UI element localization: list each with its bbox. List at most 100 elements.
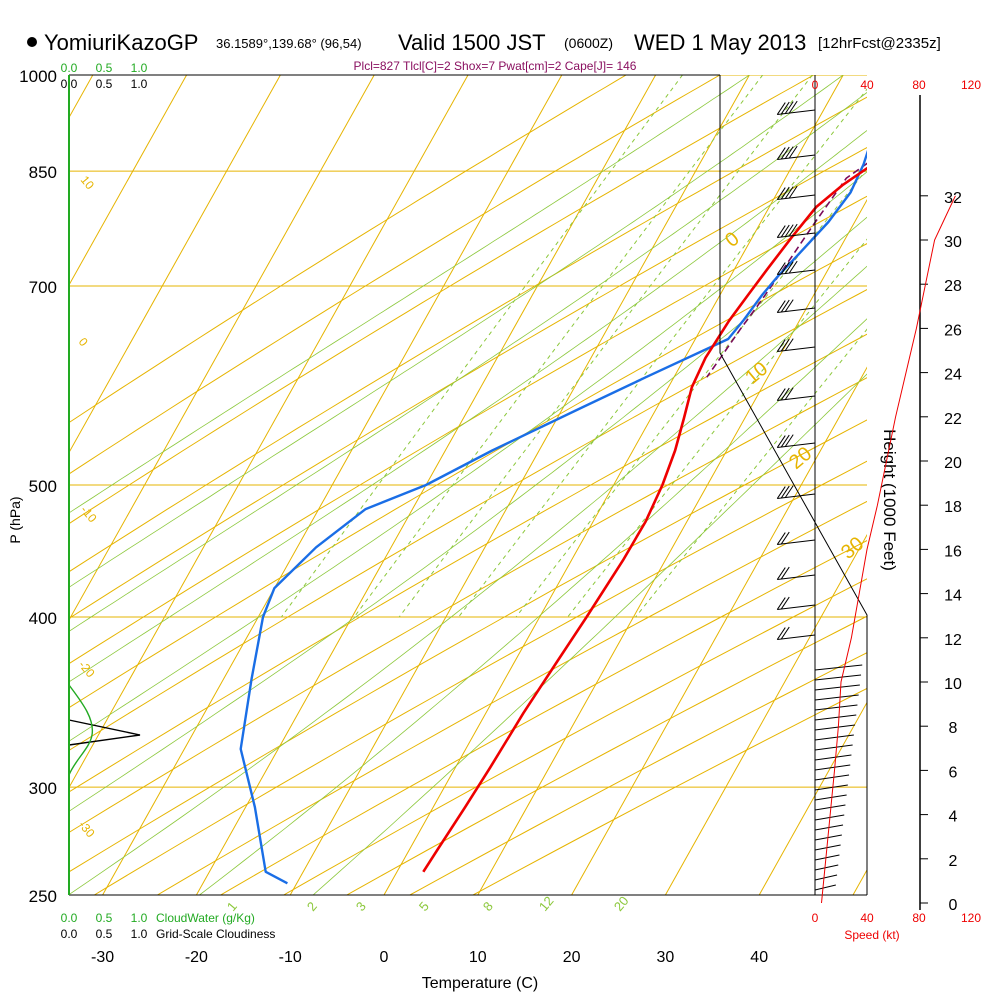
speed-tick-label-top: 40 bbox=[860, 78, 874, 92]
plot-boundary bbox=[719, 75, 868, 895]
wind-barb bbox=[776, 223, 816, 239]
moist-adiabat-line bbox=[69, 75, 750, 514]
wind-barb bbox=[776, 299, 816, 314]
wind-barb bbox=[776, 626, 816, 641]
moist-adiabat-line bbox=[199, 318, 867, 895]
y-axis-title: P (hPa) bbox=[7, 496, 23, 543]
mixing-ratio-label: 5 bbox=[416, 899, 432, 914]
temperature-tick-label: -10 bbox=[279, 949, 302, 966]
height-tick-label: 6 bbox=[949, 764, 958, 781]
height-tick-label: 22 bbox=[944, 411, 962, 428]
wind-barb bbox=[776, 531, 816, 546]
pressure-tick-label: 500 bbox=[29, 477, 57, 496]
dry-adiabat-line bbox=[408, 652, 867, 895]
station-name: YomiuriKazoGP bbox=[44, 30, 198, 55]
cloud-water-tick-top: 0.0 bbox=[61, 61, 78, 75]
height-axis-title: Height (1000 Feet) bbox=[880, 429, 899, 571]
cloudiness-label: Grid-Scale Cloudiness bbox=[156, 927, 275, 941]
station-coords: 36.1589°,139.68° (96,54) bbox=[216, 36, 362, 51]
moist-adiabat-line bbox=[69, 216, 867, 812]
speed-tick-label-top: 120 bbox=[961, 78, 981, 92]
cloud-water-tick-bottom: 0.5 bbox=[96, 911, 113, 925]
x-axis-title: Temperature (C) bbox=[422, 975, 538, 992]
dry-adiabat-line bbox=[282, 578, 867, 895]
speed-tick-label-bottom: 80 bbox=[912, 911, 926, 925]
temperature-trace bbox=[422, 166, 867, 873]
title-bullet-icon bbox=[27, 37, 37, 47]
cloud-water-label: CloudWater (g/Kg) bbox=[156, 911, 255, 925]
valid-date: WED 1 May 2013 bbox=[634, 30, 806, 55]
cloud-water-tick-top: 1.0 bbox=[131, 61, 148, 75]
dry-adiabat-line bbox=[156, 500, 867, 895]
cloud-water-tick-top: 0.5 bbox=[96, 61, 113, 75]
forecast-info: [12hrFcst@2335z] bbox=[818, 35, 941, 52]
pressure-tick-label: 700 bbox=[29, 278, 57, 297]
wind-barb bbox=[776, 145, 816, 161]
mixing-ratio-label: 3 bbox=[353, 899, 369, 914]
height-tick-label: 14 bbox=[944, 588, 962, 605]
surface-dewpoint-dot bbox=[902, 77, 910, 85]
temperature-tick-label: -30 bbox=[91, 949, 114, 966]
dewpoint-trace bbox=[239, 149, 867, 885]
mixing-ratio-label: 2 bbox=[304, 899, 320, 914]
dry-adiabat-line bbox=[69, 289, 867, 751]
cloud-water-trace bbox=[68, 684, 94, 776]
stability-indices: Plcl=827 Tlcl[C]=2 Shox=7 Pwat[cm]=2 Cap… bbox=[354, 59, 637, 73]
pressure-tick-label: 850 bbox=[29, 163, 57, 182]
wind-barb bbox=[776, 596, 816, 611]
wind-barb bbox=[776, 100, 816, 116]
mixing-ratio-line bbox=[458, 88, 867, 618]
height-tick-label: 10 bbox=[944, 676, 962, 693]
height-tick-label: 28 bbox=[944, 278, 962, 295]
wind-barb bbox=[776, 338, 816, 353]
cloudiness-trace bbox=[68, 719, 141, 746]
zulu-time: (0600Z) bbox=[564, 35, 613, 51]
moist-adiabat-line bbox=[69, 75, 844, 588]
dry-adiabat-line bbox=[219, 539, 867, 895]
cloudiness-tick-bottom: 1.0 bbox=[131, 927, 148, 941]
pressure-tick-label: 250 bbox=[29, 887, 57, 906]
pressure-tick-label: 1000 bbox=[19, 67, 57, 86]
moist-adiabat-line bbox=[69, 129, 867, 683]
isotherm-line bbox=[69, 75, 469, 789]
height-tick-label: 16 bbox=[944, 543, 962, 560]
height-tick-label: 26 bbox=[944, 322, 962, 339]
moist-adiabat-line bbox=[312, 373, 867, 895]
mixing-ratio-label: 12 bbox=[536, 893, 557, 914]
mixing-ratio-label: 8 bbox=[480, 899, 496, 914]
height-tick-label: 20 bbox=[944, 455, 962, 472]
height-tick-label: 2 bbox=[949, 853, 958, 870]
cloudiness-tick-bottom: 0.5 bbox=[96, 927, 113, 941]
mixing-ratio-line bbox=[398, 75, 813, 618]
dry-adiabat-line bbox=[69, 419, 867, 873]
height-tick-label: 12 bbox=[944, 632, 962, 649]
wind-barb bbox=[776, 566, 816, 581]
height-tick-label: 8 bbox=[949, 720, 958, 737]
dry-adiabat-line bbox=[69, 195, 867, 665]
height-tick-label: 0 bbox=[949, 897, 958, 914]
dry-adiabat-line bbox=[69, 243, 867, 709]
height-tick-label: 30 bbox=[944, 234, 962, 251]
temperature-tick-label: 20 bbox=[563, 949, 581, 966]
isotherm-line bbox=[289, 75, 750, 895]
speed-tick-label-bottom: 120 bbox=[961, 911, 981, 925]
valid-time: Valid 1500 JST bbox=[398, 30, 546, 55]
pressure-tick-label: 400 bbox=[29, 609, 57, 628]
dry-adiabat-line bbox=[69, 146, 867, 619]
temperature-tick-label: 10 bbox=[469, 949, 487, 966]
wind-barb bbox=[776, 387, 816, 402]
wind-speed-trace bbox=[821, 195, 956, 904]
isotherm-line bbox=[69, 75, 375, 622]
mixing-ratio-label: 20 bbox=[611, 893, 632, 914]
dry-adiabat-line bbox=[69, 333, 867, 793]
dry-adiabat-line bbox=[69, 96, 867, 573]
dry-adiabat-line bbox=[69, 377, 867, 834]
isotherm-line bbox=[664, 533, 867, 895]
height-tick-label: 32 bbox=[944, 190, 962, 207]
cloudiness-tick-top: 0.5 bbox=[96, 77, 113, 91]
dry-adiabat-line bbox=[69, 75, 721, 475]
temperature-tick-label: 0 bbox=[380, 949, 389, 966]
mixing-ratio-line bbox=[353, 75, 764, 618]
cloudiness-tick-bottom: 0.0 bbox=[61, 927, 78, 941]
